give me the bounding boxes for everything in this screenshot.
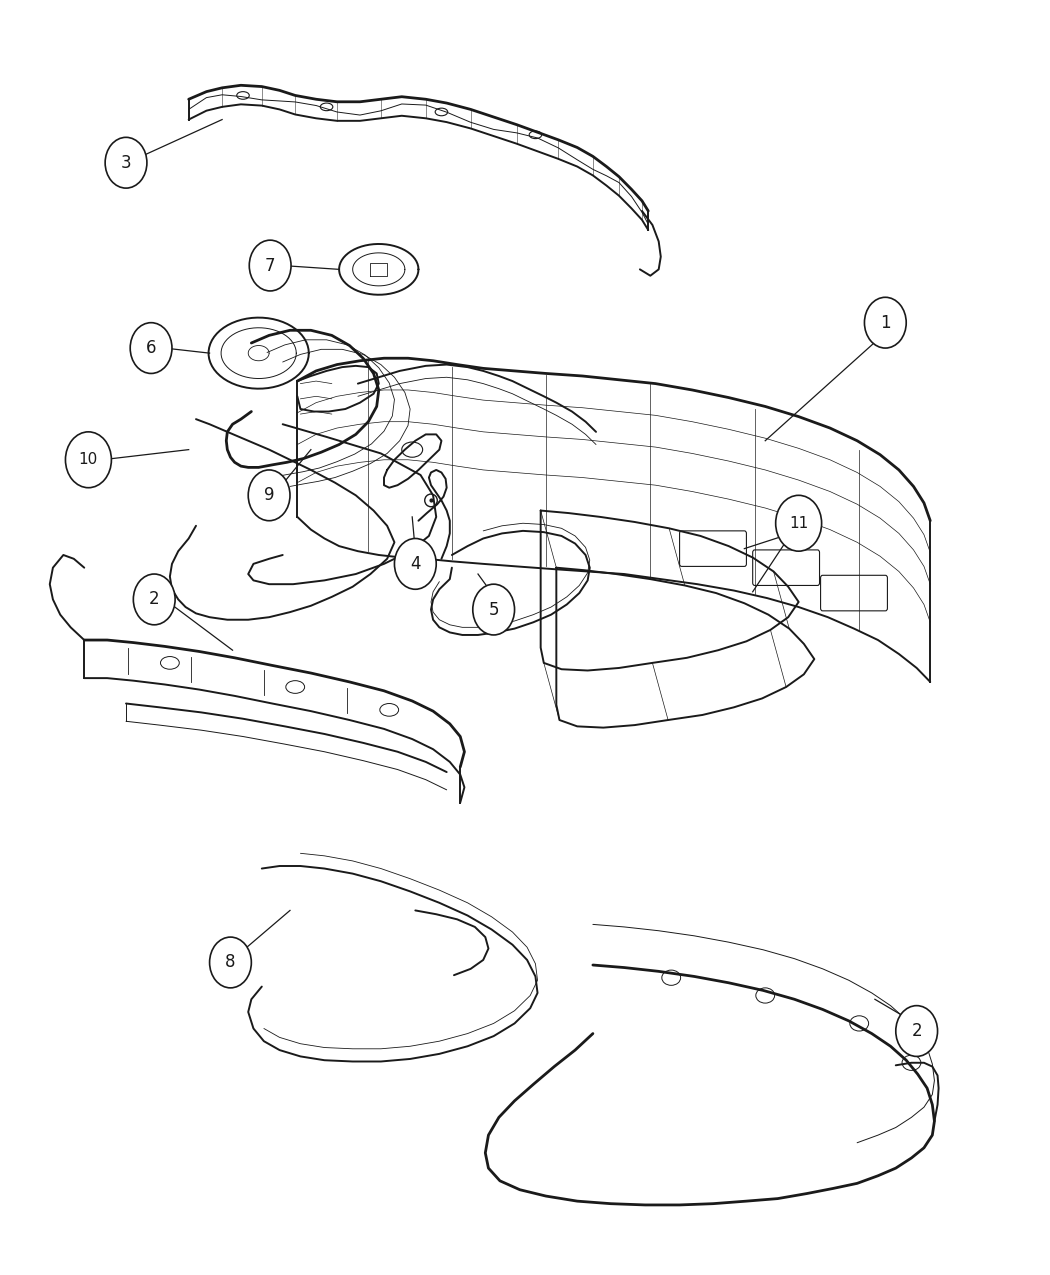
Circle shape	[395, 538, 436, 589]
Text: 6: 6	[146, 339, 156, 357]
Circle shape	[249, 240, 291, 291]
Text: 1: 1	[880, 314, 890, 332]
Text: 11: 11	[789, 516, 808, 530]
Circle shape	[472, 584, 514, 635]
Text: 4: 4	[411, 555, 421, 572]
Circle shape	[65, 432, 111, 488]
Text: 3: 3	[121, 154, 131, 172]
Circle shape	[248, 470, 290, 520]
Text: 5: 5	[488, 601, 499, 618]
Circle shape	[776, 495, 821, 551]
Circle shape	[105, 138, 147, 189]
Circle shape	[896, 1006, 938, 1057]
Circle shape	[864, 297, 906, 348]
Text: 2: 2	[149, 590, 160, 608]
Text: 7: 7	[265, 256, 275, 274]
Circle shape	[133, 574, 175, 625]
Text: 9: 9	[264, 486, 274, 505]
Circle shape	[210, 937, 251, 988]
Text: 2: 2	[911, 1023, 922, 1040]
Text: 8: 8	[225, 954, 235, 972]
Text: 10: 10	[79, 453, 98, 467]
Circle shape	[130, 323, 172, 374]
